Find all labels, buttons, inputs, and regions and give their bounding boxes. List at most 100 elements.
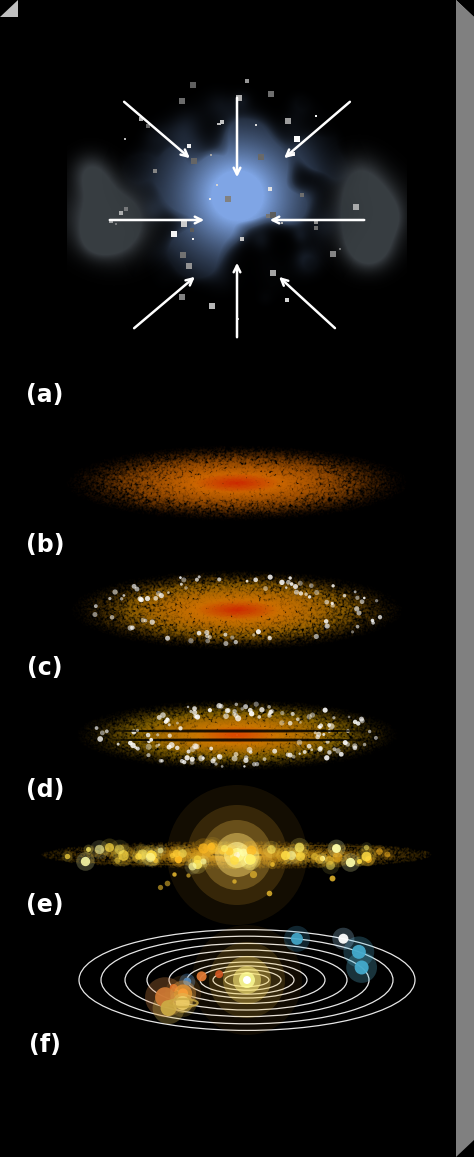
Point bbox=[325, 596, 332, 614]
Point bbox=[239, 480, 246, 499]
Point bbox=[209, 493, 217, 511]
Point bbox=[275, 582, 283, 600]
Point bbox=[112, 840, 119, 858]
Point bbox=[210, 611, 218, 629]
Point bbox=[245, 494, 252, 513]
Point bbox=[271, 489, 278, 508]
Point bbox=[232, 725, 239, 744]
Point bbox=[238, 717, 246, 736]
Point bbox=[216, 634, 223, 653]
Point bbox=[184, 462, 191, 480]
Point bbox=[183, 747, 191, 766]
Point bbox=[130, 477, 137, 495]
Point bbox=[307, 731, 315, 750]
Point bbox=[138, 597, 146, 616]
Point bbox=[377, 600, 385, 619]
Point bbox=[191, 477, 198, 495]
Point bbox=[227, 698, 235, 716]
Point bbox=[172, 480, 179, 499]
Point bbox=[114, 717, 121, 736]
Point bbox=[272, 464, 279, 482]
Point bbox=[292, 587, 300, 605]
Point bbox=[253, 606, 261, 625]
Point bbox=[232, 729, 239, 747]
Point bbox=[155, 454, 163, 472]
Point bbox=[240, 487, 248, 506]
Point bbox=[319, 482, 327, 501]
Point bbox=[171, 749, 179, 767]
Point bbox=[333, 729, 340, 747]
Point bbox=[261, 493, 269, 511]
Point bbox=[75, 482, 82, 501]
Point bbox=[169, 455, 176, 473]
Point bbox=[234, 745, 242, 764]
Point bbox=[307, 855, 315, 874]
Point bbox=[127, 716, 135, 735]
Point bbox=[147, 722, 155, 740]
Point bbox=[286, 444, 293, 463]
Point bbox=[149, 710, 156, 729]
Point bbox=[240, 478, 247, 496]
Point bbox=[112, 840, 119, 858]
Point bbox=[174, 632, 182, 650]
Point bbox=[362, 469, 370, 487]
Point bbox=[322, 581, 329, 599]
Point bbox=[204, 744, 211, 762]
Point bbox=[170, 443, 178, 462]
Point bbox=[253, 718, 261, 737]
Point bbox=[126, 849, 134, 868]
Point bbox=[237, 612, 245, 631]
Point bbox=[283, 633, 291, 651]
Point bbox=[357, 720, 365, 738]
Point bbox=[211, 838, 219, 856]
Point bbox=[317, 633, 325, 651]
Point bbox=[245, 729, 253, 747]
Point bbox=[329, 857, 337, 876]
Point bbox=[379, 730, 386, 749]
Point bbox=[315, 470, 323, 488]
Point bbox=[255, 624, 262, 642]
Point bbox=[168, 846, 176, 864]
Point bbox=[214, 602, 222, 620]
Point bbox=[275, 576, 283, 595]
Point bbox=[285, 752, 292, 771]
Point bbox=[237, 713, 244, 731]
Point bbox=[283, 746, 291, 765]
Point bbox=[280, 716, 288, 735]
Point bbox=[118, 491, 126, 509]
Point bbox=[341, 588, 349, 606]
Point bbox=[274, 635, 282, 654]
Point bbox=[245, 580, 253, 598]
Point bbox=[205, 467, 212, 486]
Point bbox=[96, 602, 104, 620]
Point bbox=[346, 459, 354, 478]
Point bbox=[192, 455, 200, 473]
Point bbox=[288, 478, 296, 496]
Point bbox=[109, 707, 117, 725]
Point bbox=[356, 496, 364, 515]
Point bbox=[197, 729, 204, 747]
Point bbox=[255, 487, 262, 506]
Point bbox=[211, 460, 219, 479]
Point bbox=[273, 506, 280, 524]
Point bbox=[144, 494, 152, 513]
Point bbox=[200, 720, 207, 738]
Point bbox=[318, 725, 325, 744]
Point bbox=[167, 753, 174, 772]
Point bbox=[208, 581, 215, 599]
Point bbox=[109, 742, 117, 760]
Point bbox=[91, 712, 99, 730]
Point bbox=[220, 694, 228, 713]
Point bbox=[146, 731, 153, 750]
Point bbox=[203, 734, 210, 752]
Point bbox=[365, 452, 372, 471]
Point bbox=[347, 839, 355, 857]
Point bbox=[196, 628, 204, 647]
Point bbox=[346, 739, 353, 758]
Point bbox=[224, 607, 232, 626]
Point bbox=[204, 624, 212, 642]
Point bbox=[370, 718, 378, 737]
Point bbox=[309, 462, 316, 480]
Point bbox=[273, 857, 281, 876]
Point bbox=[228, 843, 236, 862]
